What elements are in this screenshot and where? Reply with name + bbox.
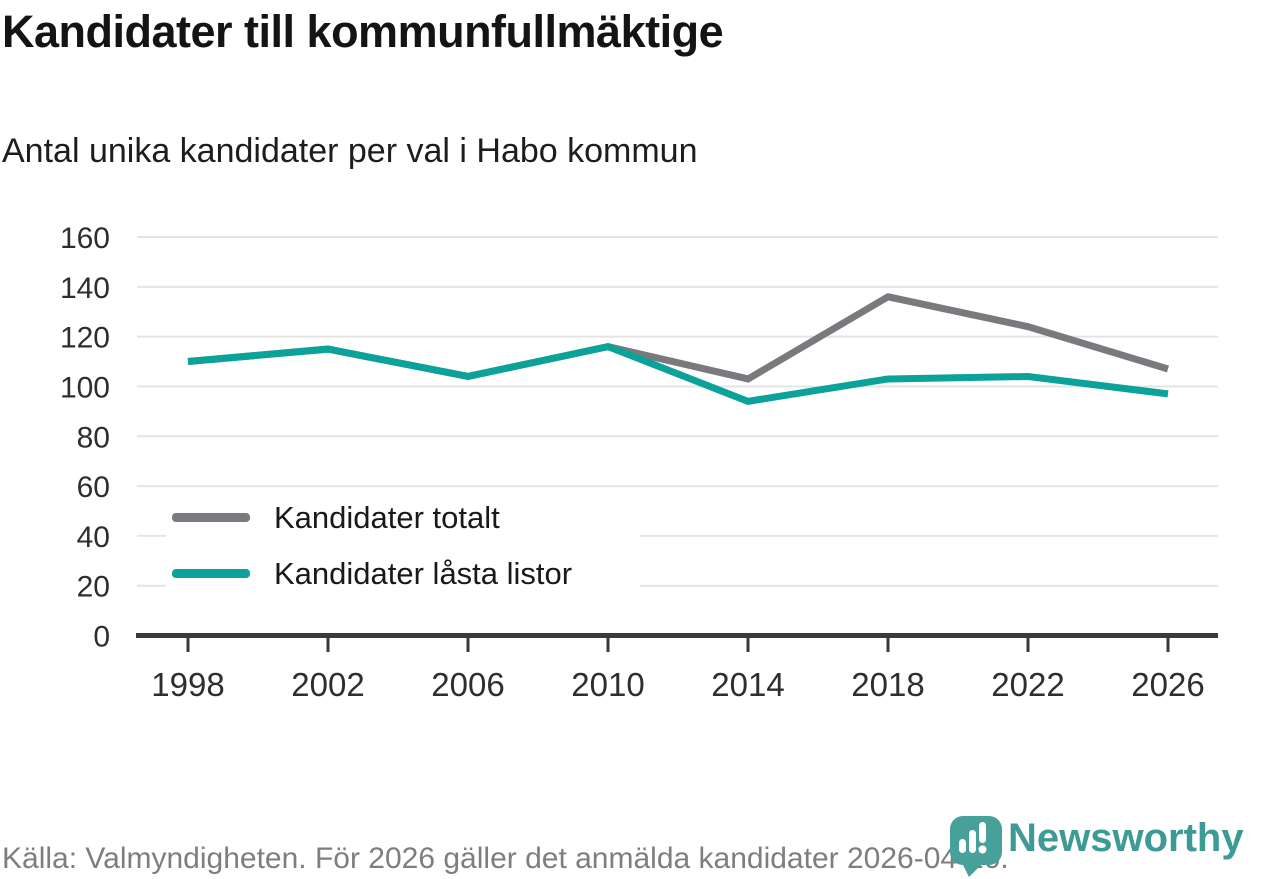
legend-item-locked-lists: Kandidater låsta listor xyxy=(172,549,640,597)
y-tick-label: 60 xyxy=(77,471,110,504)
y-tick-label: 80 xyxy=(77,421,110,454)
source-note: Källa: Valmyndigheten. För 2026 gäller d… xyxy=(2,842,1009,875)
series-line-1 xyxy=(187,342,1169,405)
legend-item-total: Kandidater totalt xyxy=(172,493,640,541)
chart-subtitle: Antal unika kandidater per val i Habo ko… xyxy=(2,132,698,170)
y-tick-label: 40 xyxy=(77,521,110,554)
x-tick-label: 2010 xyxy=(571,666,644,703)
legend-swatch-locked-lists xyxy=(172,568,250,578)
y-tick-label: 0 xyxy=(93,621,110,654)
newsworthy-pin-barchart-icon xyxy=(950,816,1002,877)
x-tick-label: 2018 xyxy=(851,666,924,703)
series-line-0 xyxy=(187,293,1170,383)
legend-label-total: Kandidater totalt xyxy=(274,499,500,535)
y-tick-label: 160 xyxy=(60,222,110,255)
y-tick-label: 140 xyxy=(60,272,110,305)
x-tick-label: 2014 xyxy=(711,666,784,703)
x-tick-label: 2026 xyxy=(1131,666,1204,703)
y-tick-label: 100 xyxy=(60,371,110,404)
y-tick-label: 20 xyxy=(77,571,110,604)
legend: Kandidater totalt Kandidater låsta listo… xyxy=(166,489,640,603)
legend-label-locked-lists: Kandidater låsta listor xyxy=(274,555,573,591)
y-tick-label: 120 xyxy=(60,322,110,355)
x-tick-label: 2006 xyxy=(431,666,504,703)
chart-title: Kandidater till kommunfullmäktige xyxy=(2,6,724,57)
x-tick-label: 2022 xyxy=(991,666,1064,703)
x-tick-label: 1998 xyxy=(151,666,224,703)
x-tick-label: 2002 xyxy=(291,666,364,703)
newsworthy-logo: Newsworthy xyxy=(950,816,1244,878)
newsworthy-wordmark: Newsworthy xyxy=(1008,816,1244,860)
legend-swatch-total xyxy=(172,512,250,522)
